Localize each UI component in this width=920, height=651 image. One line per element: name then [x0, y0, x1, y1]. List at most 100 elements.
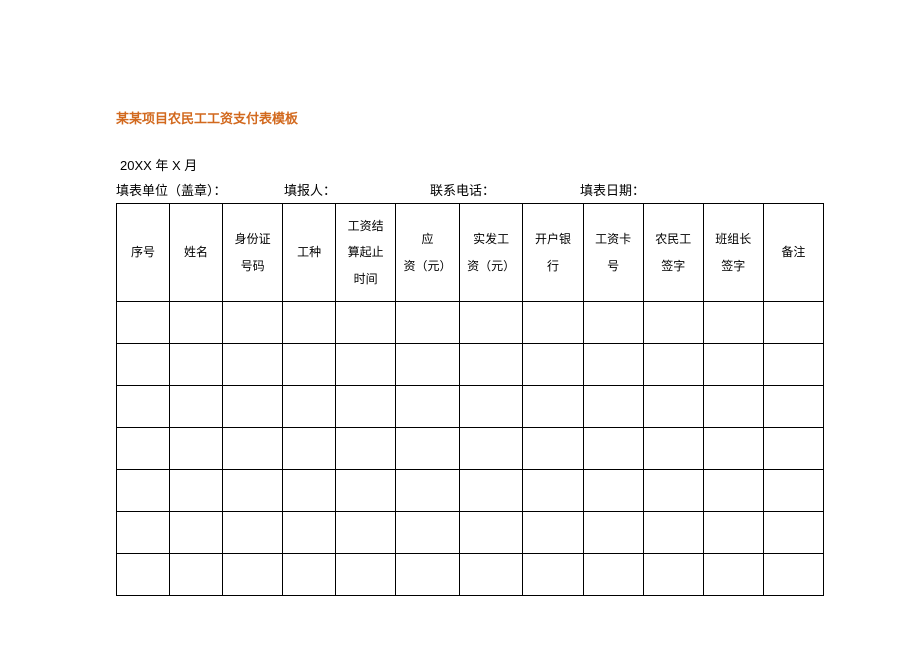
table-cell [763, 470, 823, 512]
table-cell [170, 554, 223, 596]
table-cell [763, 344, 823, 386]
table-cell [283, 428, 336, 470]
table-row [117, 302, 824, 344]
table-cell [283, 344, 336, 386]
table-cell [396, 428, 460, 470]
table-cell [703, 554, 763, 596]
table-cell [117, 512, 170, 554]
table-cell [117, 428, 170, 470]
table-cell [583, 302, 643, 344]
table-cell [703, 344, 763, 386]
table-cell [396, 302, 460, 344]
fill-date-label: 填表日期： [580, 180, 645, 199]
col-header-id: 身份证号码 [223, 204, 283, 302]
table-cell [223, 512, 283, 554]
table-cell [523, 302, 583, 344]
table-cell [703, 386, 763, 428]
table-cell [223, 470, 283, 512]
table-cell [170, 344, 223, 386]
col-header-work-type: 工种 [283, 204, 336, 302]
table-cell [643, 554, 703, 596]
table-row [117, 554, 824, 596]
table-row [117, 470, 824, 512]
table-cell [223, 554, 283, 596]
table-cell [703, 302, 763, 344]
table-cell [336, 344, 396, 386]
table-cell [523, 386, 583, 428]
col-header-remark: 备注 [763, 204, 823, 302]
col-header-leader-sign: 班组长签字 [703, 204, 763, 302]
table-cell [459, 344, 523, 386]
col-header-bank: 开户银行 [523, 204, 583, 302]
table-cell [583, 554, 643, 596]
phone-label: 联系电话： [430, 180, 580, 199]
table-cell [170, 386, 223, 428]
table-body [117, 302, 824, 596]
table-cell [763, 428, 823, 470]
table-cell [223, 428, 283, 470]
table-cell [336, 512, 396, 554]
table-cell [459, 428, 523, 470]
table-cell [223, 302, 283, 344]
col-header-period: 工资结算起止时间 [336, 204, 396, 302]
unit-label: 填表单位（盖章）： [116, 180, 284, 199]
table-cell [583, 386, 643, 428]
table-cell [336, 302, 396, 344]
table-cell [703, 428, 763, 470]
date-line: 20XX 年 X 月 [120, 155, 824, 174]
table-cell [336, 428, 396, 470]
table-cell [396, 386, 460, 428]
table-cell [643, 344, 703, 386]
table-cell [396, 470, 460, 512]
table-cell [643, 386, 703, 428]
table-row [117, 512, 824, 554]
col-header-index: 序号 [117, 204, 170, 302]
table-cell [396, 512, 460, 554]
table-cell [703, 512, 763, 554]
table-cell [283, 386, 336, 428]
table-cell [643, 428, 703, 470]
table-cell [336, 386, 396, 428]
table-cell [459, 302, 523, 344]
table-cell [643, 470, 703, 512]
col-header-due: 应资（元） [396, 204, 460, 302]
table-cell [523, 512, 583, 554]
table-row [117, 344, 824, 386]
table-cell [117, 302, 170, 344]
table-cell [283, 554, 336, 596]
table-cell [170, 470, 223, 512]
table-cell [523, 344, 583, 386]
table-cell [763, 554, 823, 596]
col-header-name: 姓名 [170, 204, 223, 302]
table-header-row: 序号 姓名 身份证号码 工种 工资结算起止时间 应资（元） 实发工资（元） 开户… [117, 204, 824, 302]
document-title: 某某项目农民工工资支付表模板 [116, 108, 824, 127]
table-cell [763, 302, 823, 344]
table-cell [170, 302, 223, 344]
table-cell [583, 344, 643, 386]
table-cell [583, 470, 643, 512]
table-cell [643, 512, 703, 554]
table-cell [336, 554, 396, 596]
table-cell [117, 386, 170, 428]
table-cell [283, 470, 336, 512]
table-cell [117, 554, 170, 596]
table-cell [763, 386, 823, 428]
salary-table: 序号 姓名 身份证号码 工种 工资结算起止时间 应资（元） 实发工资（元） 开户… [116, 203, 824, 596]
table-cell [583, 512, 643, 554]
table-cell [117, 470, 170, 512]
col-header-paid: 实发工资（元） [459, 204, 523, 302]
table-cell [763, 512, 823, 554]
table-cell [396, 344, 460, 386]
table-cell [336, 470, 396, 512]
info-line: 填表单位（盖章）： 填报人： 联系电话： 填表日期： [116, 180, 824, 199]
table-cell [396, 554, 460, 596]
col-header-card: 工资卡号 [583, 204, 643, 302]
table-cell [643, 302, 703, 344]
col-header-worker-sign: 农民工签字 [643, 204, 703, 302]
table-cell [283, 512, 336, 554]
table-cell [117, 344, 170, 386]
table-cell [459, 386, 523, 428]
table-cell [583, 428, 643, 470]
table-cell [170, 512, 223, 554]
table-cell [703, 470, 763, 512]
